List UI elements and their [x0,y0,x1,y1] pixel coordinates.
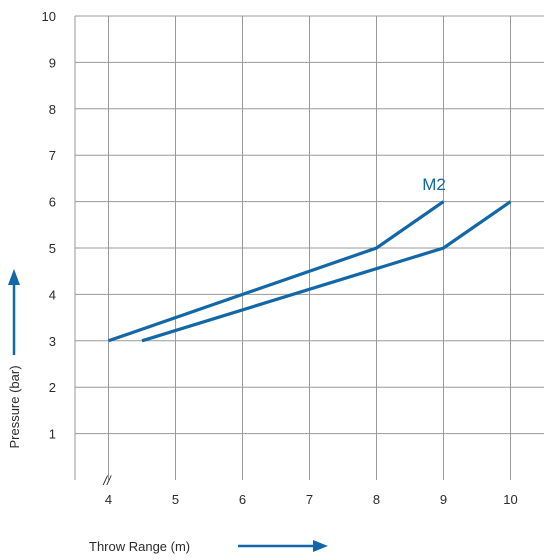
x-tick-label-7: 7 [306,492,313,507]
axis-break-symbol: // [102,473,112,488]
grid [74,15,544,480]
x-tick-label-8: 8 [373,492,380,507]
x-tick-label-5: 5 [172,492,179,507]
y-tick-label-1: 1 [49,427,56,442]
y-tick-label-4: 4 [49,287,56,302]
x-axis-arrow-icon [238,540,328,552]
y-tick-labels: 1 2 3 4 5 6 7 8 9 10 [42,9,56,442]
y-tick-label-8: 8 [49,102,56,117]
y-tick-label-6: 6 [49,195,56,210]
y-tick-label-5: 5 [49,241,56,256]
y-axis-title: Pressure (bar) [7,365,22,448]
y-tick-label-3: 3 [49,334,56,349]
x-tick-label-4: 4 [105,492,112,507]
x-tick-label-10: 10 [503,492,517,507]
y-tick-label-10: 10 [42,9,56,24]
x-tick-label-6: 6 [239,492,246,507]
y-tick-label-2: 2 [49,380,56,395]
y-tick-label-7: 7 [49,148,56,163]
series-line-2 [141,200,512,343]
y-tick-label-9: 9 [49,55,56,70]
x-tick-labels: 4 5 6 7 8 9 10 [105,492,518,507]
x-tick-label-9: 9 [440,492,447,507]
series-line-1 [107,200,445,343]
x-axis-title: Throw Range (m) [89,539,190,554]
y-axis-arrow-icon [8,269,20,355]
series-lines [107,200,512,343]
series-label: M2 [422,175,446,194]
